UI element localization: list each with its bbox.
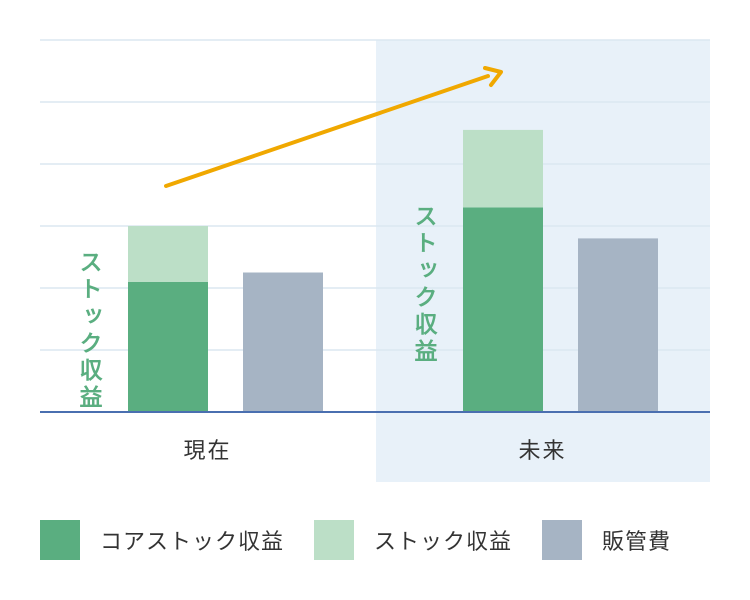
bar-sga xyxy=(578,238,658,412)
legend-swatch xyxy=(542,520,583,560)
category-label: 現在 xyxy=(183,439,231,464)
legend-label: 販管費 xyxy=(602,530,672,555)
legend-item: ストック収益 xyxy=(314,520,512,560)
category-label: 未来 xyxy=(518,439,566,464)
bar-segment-stock xyxy=(128,226,208,282)
annotation-label: ストック収益 xyxy=(75,250,103,412)
chart-plot: 現在 未来 ストック収益 ストック収益 xyxy=(40,39,710,482)
trend-arrow-head xyxy=(483,66,503,87)
legend-label: コアストック収益 xyxy=(100,530,285,555)
bar-segment-stock xyxy=(463,129,543,208)
legend-swatch xyxy=(40,520,80,560)
bar-segment-core-stock xyxy=(463,207,543,412)
annotation-label: ストック収益 xyxy=(410,204,438,366)
chart-legend: コアストック収益 ストック収益 販管費 xyxy=(40,518,720,562)
legend-label: ストック収益 xyxy=(374,530,513,555)
bar-sga xyxy=(243,272,323,412)
legend-item: コアストック収益 xyxy=(40,520,284,560)
legend-item: 販管費 xyxy=(542,520,671,560)
legend-swatch xyxy=(314,520,355,560)
trend-arrow-line xyxy=(164,74,490,188)
bar-segment-core-stock xyxy=(128,281,208,412)
